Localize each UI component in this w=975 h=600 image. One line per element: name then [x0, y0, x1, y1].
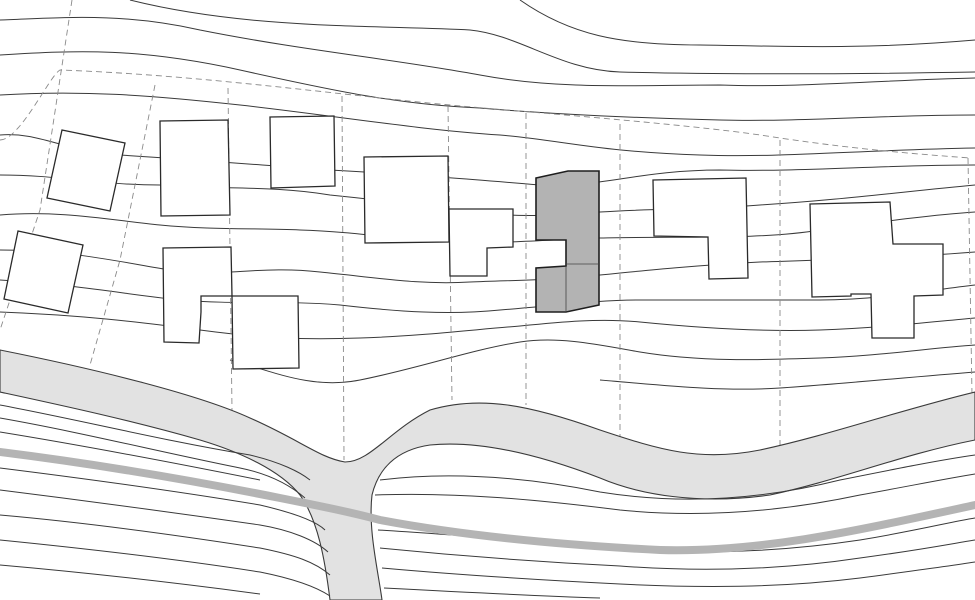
contour-line — [374, 473, 975, 514]
parcel-boundary — [967, 157, 973, 396]
building — [269, 115, 336, 189]
contour-line — [0, 489, 329, 553]
building — [46, 129, 126, 212]
buildings — [3, 115, 944, 370]
parcel-boundary — [0, 0, 73, 331]
building-ridge-line — [565, 263, 599, 312]
contour-line — [229, 339, 975, 384]
contour-line — [0, 404, 311, 481]
building — [363, 155, 450, 244]
building — [652, 177, 749, 280]
contour-line — [379, 539, 975, 570]
footpath — [0, 448, 975, 555]
building — [231, 295, 300, 370]
contour-line — [0, 514, 331, 576]
building — [809, 201, 944, 339]
highlighted-building — [535, 170, 600, 313]
parcel-boundary — [89, 84, 156, 366]
contour-line — [0, 467, 326, 531]
contour-line — [0, 311, 975, 340]
contour-line — [0, 92, 975, 157]
contour-line — [0, 417, 306, 499]
parcel-boundary — [341, 95, 345, 461]
contour-line — [0, 564, 261, 595]
contour-line — [0, 16, 975, 87]
parcel-boundary — [447, 105, 453, 401]
contour-line — [0, 134, 975, 186]
contour-line — [0, 51, 975, 121]
contour-line — [0, 431, 261, 481]
contour-line — [599, 371, 975, 390]
contour-line — [383, 587, 601, 599]
building — [159, 119, 231, 217]
footpaths — [0, 448, 975, 555]
contour-line — [381, 561, 975, 587]
contour-line — [0, 539, 331, 597]
building — [162, 246, 233, 344]
contour-line — [129, 0, 975, 75]
building — [3, 230, 84, 314]
contour-line — [379, 454, 975, 500]
building — [448, 208, 514, 277]
parcel-boundary — [0, 69, 971, 159]
contour-lines-upper — [0, 0, 975, 390]
contour-line — [519, 0, 975, 48]
